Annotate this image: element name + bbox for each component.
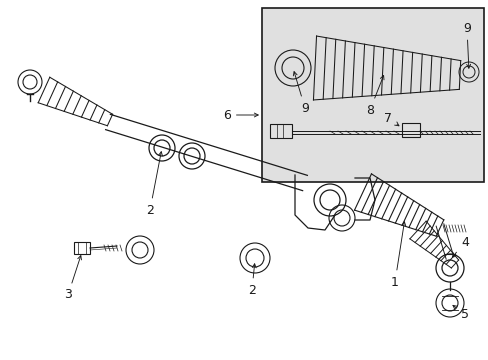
Text: 1: 1	[390, 222, 405, 288]
Bar	[401, 123, 419, 137]
Bar	[262, 8, 483, 182]
Text: 6: 6	[223, 108, 258, 122]
Text: 9: 9	[462, 22, 470, 68]
Text: 3: 3	[64, 256, 81, 302]
Text: 2: 2	[146, 152, 162, 216]
Text: 9: 9	[293, 72, 308, 114]
Text: 7: 7	[383, 112, 398, 126]
Text: 4: 4	[451, 235, 468, 257]
Text: 8: 8	[365, 76, 383, 117]
Text: 5: 5	[452, 305, 468, 321]
Text: 2: 2	[247, 264, 256, 297]
